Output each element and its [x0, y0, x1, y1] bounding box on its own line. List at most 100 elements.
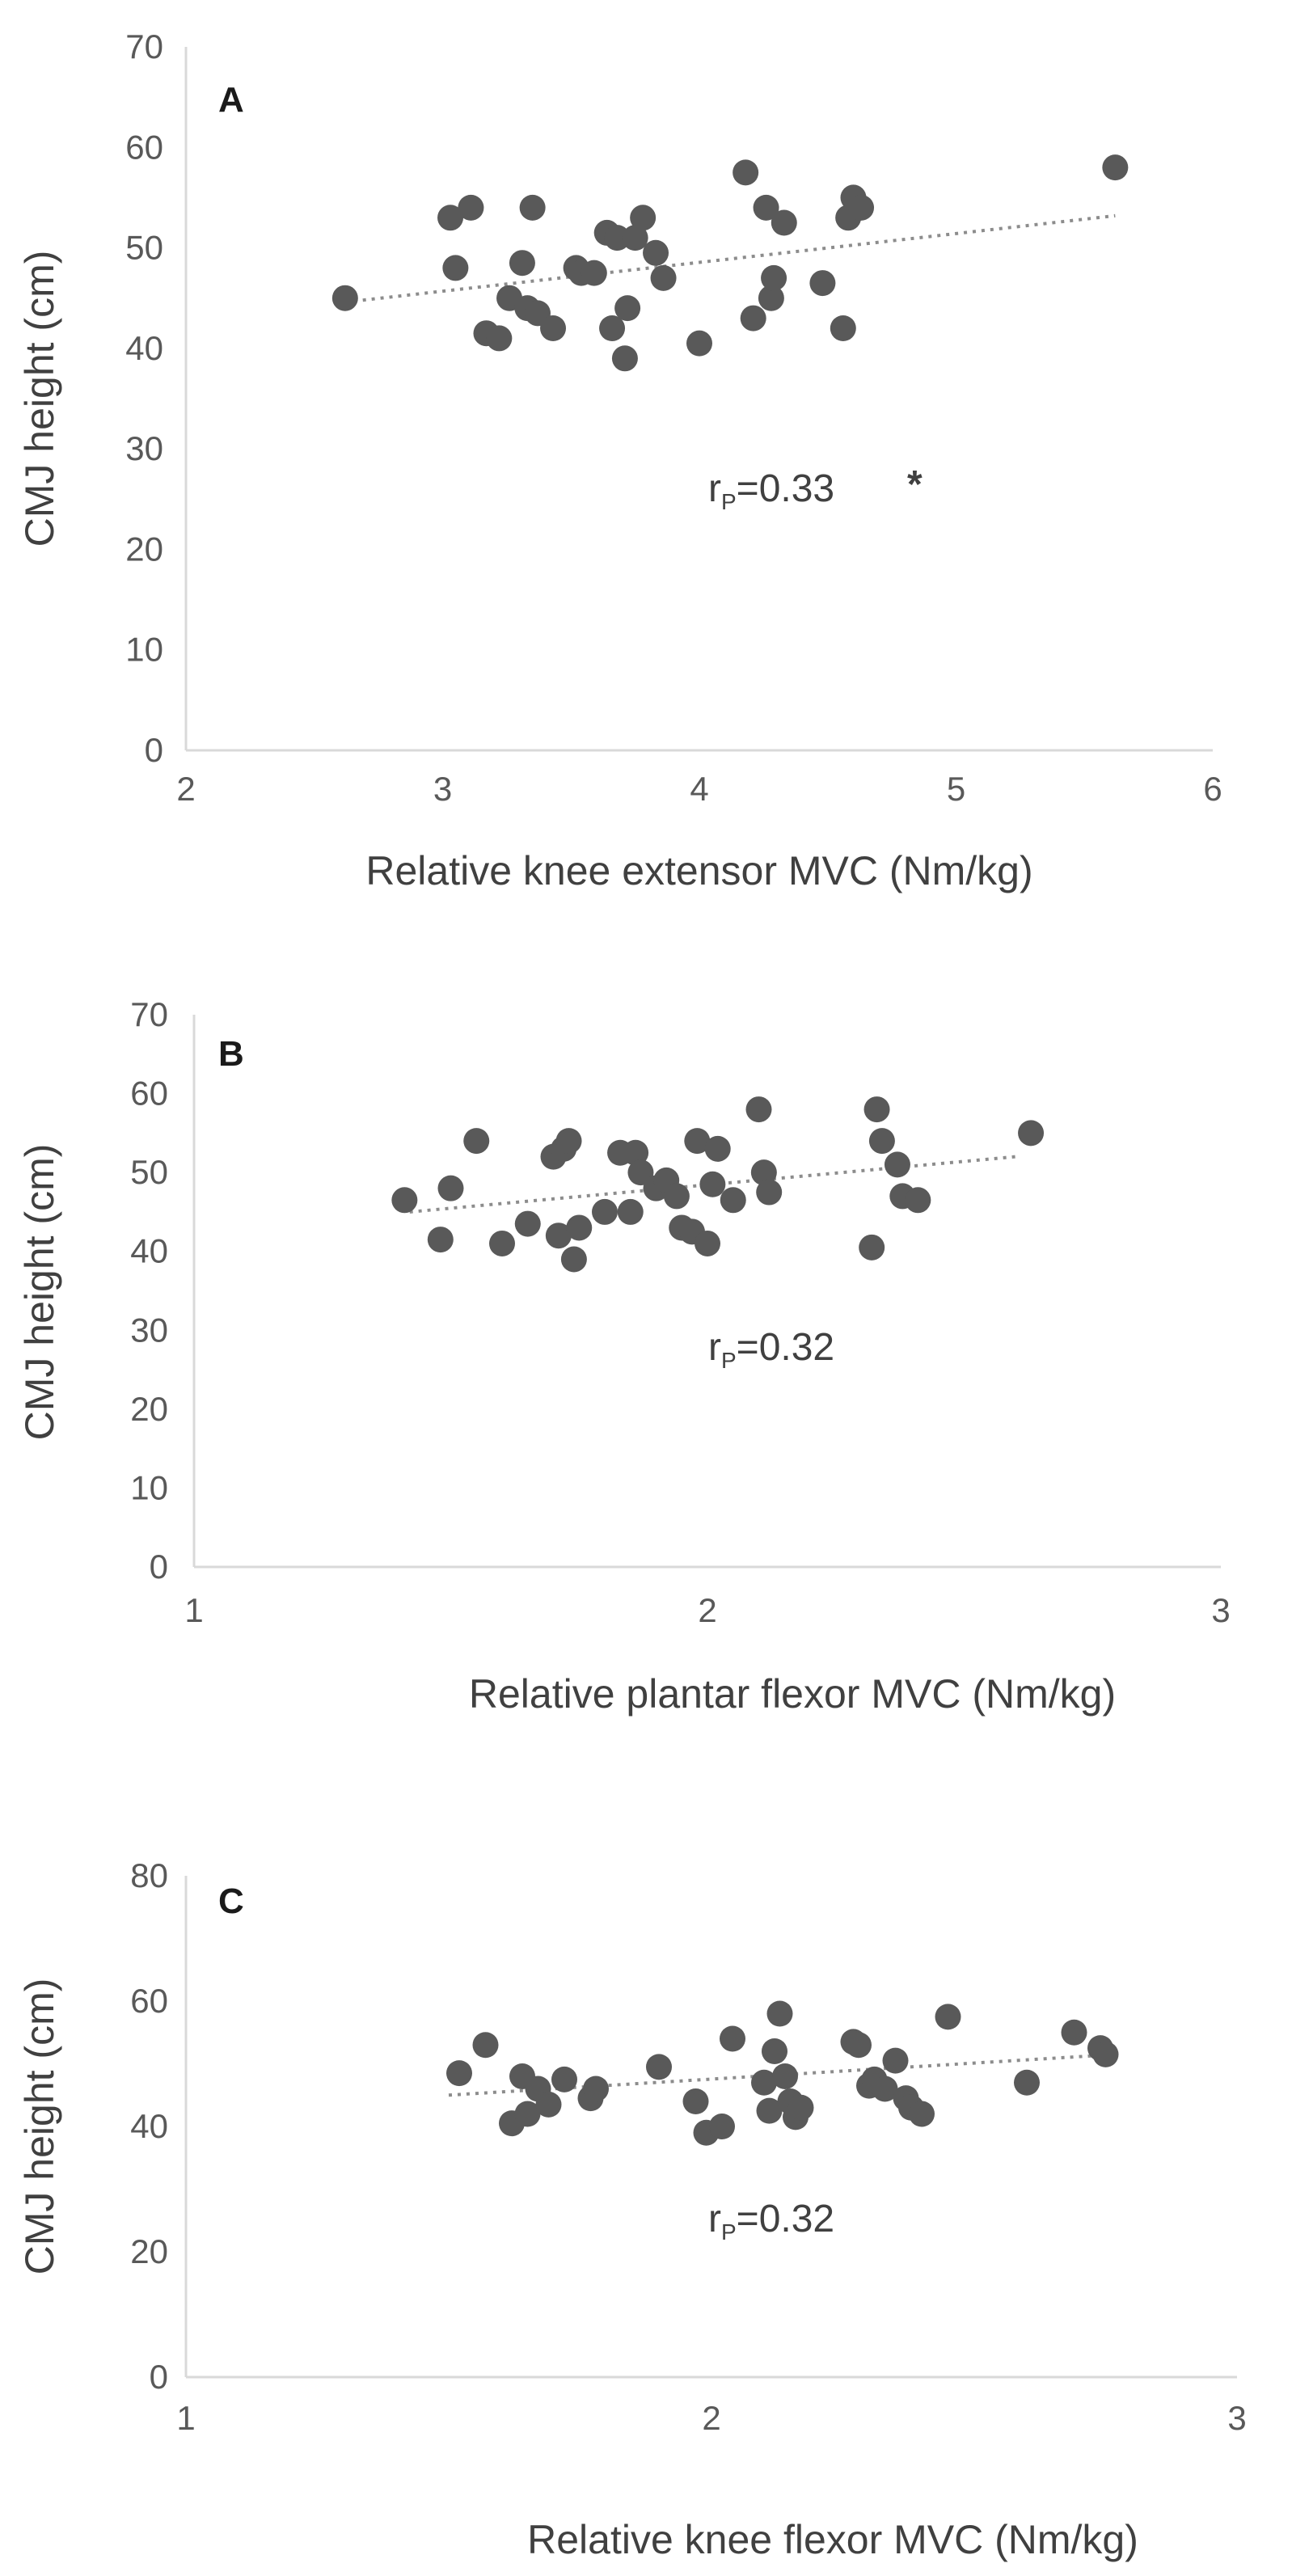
data-point: [611, 345, 638, 372]
x-tick-label: 1: [176, 2399, 195, 2437]
x-axis-title: Relative knee extensor MVC (Nm/kg): [365, 848, 1032, 893]
data-point: [535, 2091, 562, 2118]
data-point: [581, 260, 607, 286]
data-point: [1014, 2069, 1040, 2096]
data-point: [720, 1187, 746, 1214]
data-point: [630, 205, 657, 231]
data-point: [540, 315, 567, 341]
data-point: [437, 1175, 464, 1201]
data-point: [884, 1151, 910, 1178]
data-point: [442, 255, 469, 281]
data-point: [846, 2032, 872, 2059]
y-axis-title: CMJ height (cm): [17, 1978, 62, 2275]
y-axis-title: CMJ height (cm): [17, 1144, 62, 1441]
data-point: [560, 1246, 587, 1273]
panel-b: B 0 10 20 30 40 50 60 70 1 2 3 Relative plantar f…: [17, 995, 1231, 1717]
data-point: [617, 1198, 644, 1225]
data-point: [686, 330, 712, 357]
x-tick-label: 3: [1211, 1591, 1230, 1629]
data-point: [555, 1128, 582, 1155]
data-point: [682, 2088, 709, 2114]
data-point: [514, 1210, 541, 1237]
data-point: [519, 194, 546, 221]
data-point: [787, 2094, 814, 2121]
y-tick-label: 70: [125, 27, 163, 65]
x-tick-label: 3: [1227, 2399, 1246, 2437]
data-point: [762, 2038, 787, 2064]
data-point: [486, 325, 513, 352]
data-point: [514, 2101, 541, 2127]
y-tick-label: 30: [125, 429, 163, 467]
data-point: [720, 2025, 745, 2052]
data-point: [882, 2047, 909, 2074]
x-tick-labels: 1 2 3: [184, 1591, 1230, 1629]
y-tick-label: 20: [130, 2232, 168, 2270]
data-point: [663, 1183, 690, 1210]
data-point: [1092, 2041, 1119, 2067]
y-tick-labels: 0 20 40 60 80: [130, 1856, 168, 2396]
data-point: [622, 225, 648, 251]
data-point: [751, 2069, 777, 2096]
x-tick-label: 2: [176, 770, 195, 808]
data-point: [905, 1187, 931, 1214]
data-point: [733, 159, 759, 186]
x-tick-label: 1: [184, 1591, 203, 1629]
significance-marker: *: [907, 463, 923, 506]
y-tick-labels: 0 10 20 30 40 50 60 70: [125, 27, 163, 769]
y-tick-label: 30: [130, 1311, 168, 1349]
data-point: [809, 270, 836, 297]
data-point: [740, 305, 766, 332]
y-tick-label: 40: [125, 329, 163, 367]
data-point: [684, 1128, 711, 1155]
correlation-label: rP=0.32: [708, 1326, 834, 1373]
y-tick-label: 20: [130, 1390, 168, 1428]
data-point: [1061, 2019, 1087, 2046]
x-tick-label: 3: [433, 770, 452, 808]
data-point: [437, 205, 464, 231]
data-point: [868, 1128, 895, 1155]
data-point: [472, 2032, 499, 2059]
data-point: [771, 209, 797, 236]
data-point: [650, 264, 677, 291]
data-point: [766, 2000, 793, 2027]
y-tick-label: 0: [150, 2358, 168, 2396]
data-point: [909, 2101, 935, 2127]
data-point: [745, 1096, 772, 1123]
data-point: [750, 1159, 777, 1186]
x-tick-labels: 2 3 4 5 6: [176, 770, 1222, 808]
data-point: [761, 264, 787, 291]
data-point: [427, 1227, 454, 1253]
data-point: [643, 239, 669, 266]
y-tick-label: 0: [150, 1548, 168, 1586]
data-point: [863, 1096, 890, 1123]
panel-a: A 0 10 20 30 40 50 60 70 2 3 4 5 6 Relative knee ex…: [17, 27, 1222, 893]
x-tick-label: 2: [702, 2399, 720, 2437]
x-tick-label: 4: [690, 770, 708, 808]
data-point: [604, 225, 631, 251]
data-point: [446, 2060, 472, 2087]
x-tick-labels: 1 2 3: [176, 2399, 1246, 2437]
panel-c: C 0 20 40 60 80 1 2 3 Relative knee flexor MVC…: [17, 1856, 1247, 2562]
data-point: [872, 2076, 898, 2102]
data-points: [331, 154, 1129, 372]
data-point: [756, 1179, 783, 1206]
data-point: [566, 1214, 593, 1241]
data-point: [592, 1198, 618, 1225]
x-tick-label: 6: [1203, 770, 1222, 808]
y-tick-label: 0: [145, 731, 163, 769]
data-point: [859, 1234, 885, 1261]
y-tick-label: 50: [130, 1153, 168, 1191]
data-point: [599, 315, 626, 341]
correlation-label: rP=0.33: [708, 467, 834, 514]
data-point: [623, 1139, 649, 1166]
data-point: [935, 2004, 961, 2030]
x-axis-title: Relative plantar flexor MVC (Nm/kg): [469, 1671, 1116, 1717]
y-tick-label: 50: [125, 229, 163, 267]
data-point: [463, 1128, 490, 1155]
data-point: [772, 2063, 798, 2089]
data-point: [830, 315, 856, 341]
data-point: [551, 2066, 577, 2092]
x-axis-title: Relative knee flexor MVC (Nm/kg): [527, 2517, 1138, 2562]
y-tick-label: 80: [130, 1856, 168, 1894]
